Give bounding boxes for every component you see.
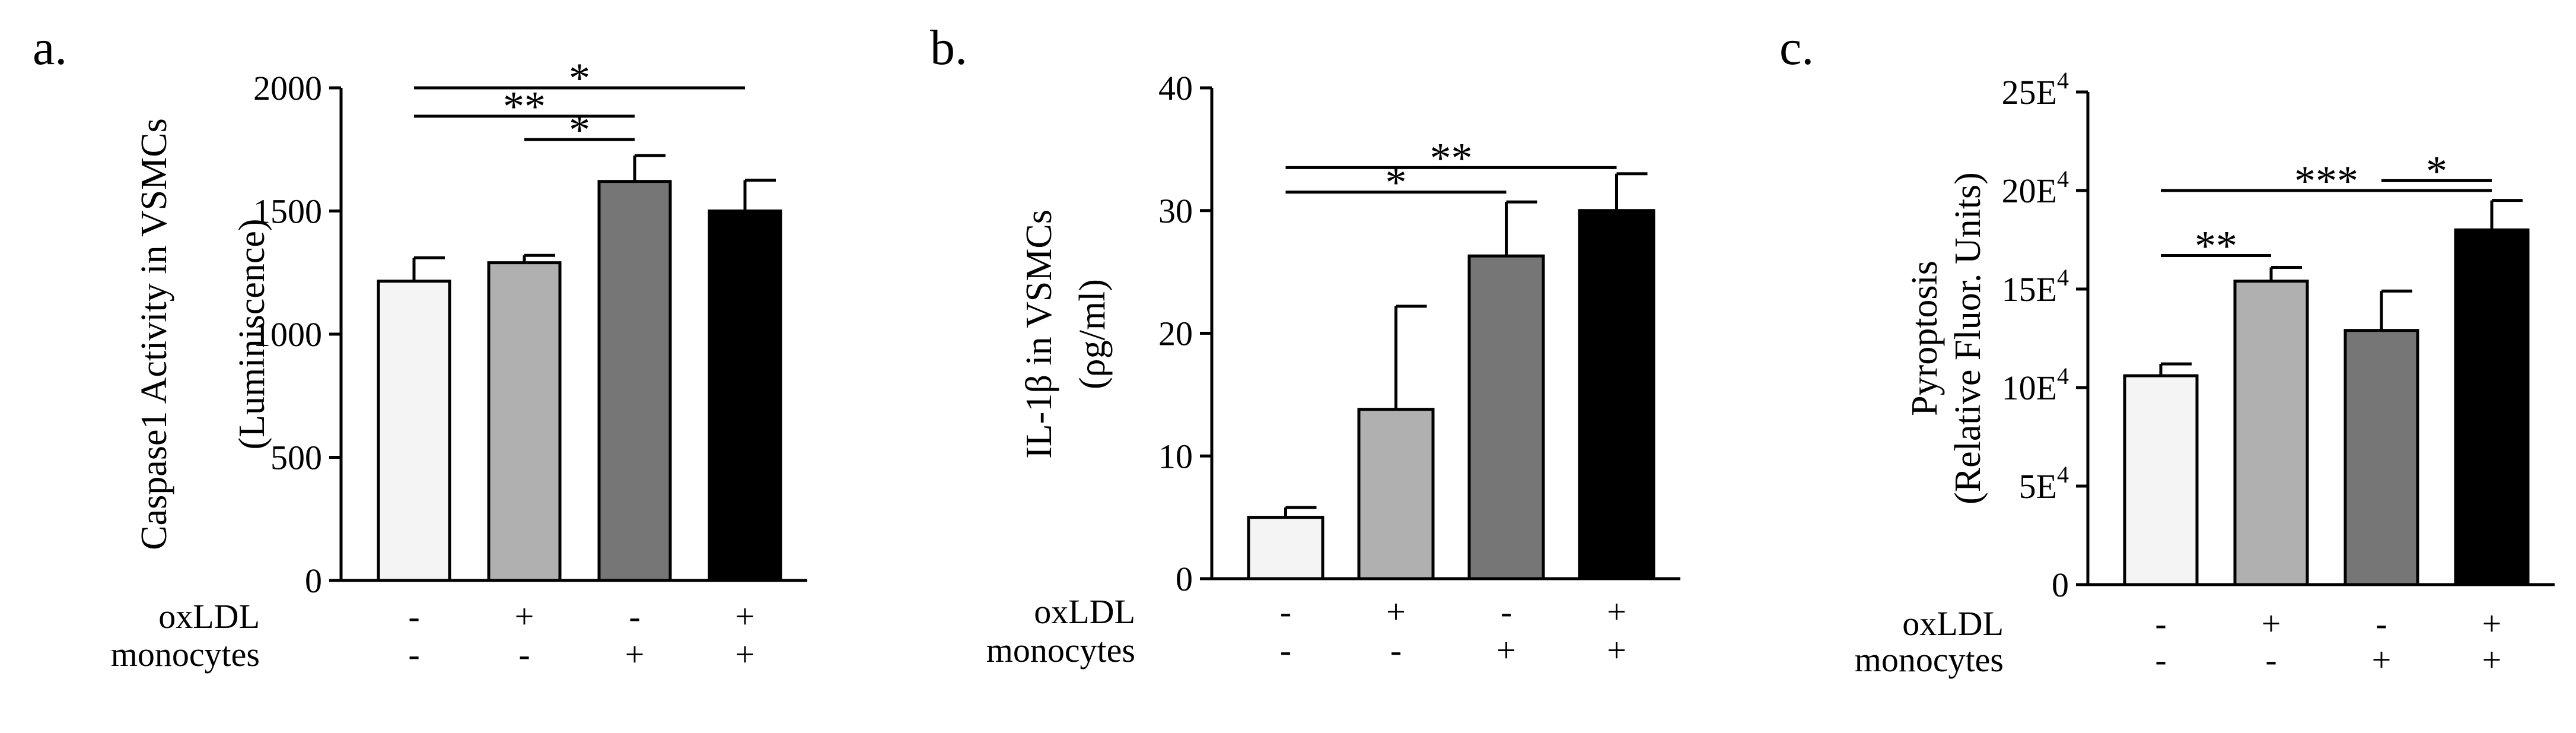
bar [487,261,562,582]
condition-mark: - [408,597,419,636]
condition-mark: + [625,635,645,674]
y-tick-label: 20E4 [2002,166,2069,210]
panel-letter: c. [1779,20,1814,75]
condition-label: oxLDL [1902,604,2004,643]
condition-label: monocytes [986,631,1135,669]
significance-label: ** [2195,223,2237,270]
significance-label: * [2426,147,2447,195]
condition-label: oxLDL [1034,592,1135,631]
condition-label: monocytes [111,635,260,674]
significance-label: * [1386,159,1407,207]
condition-mark: + [735,597,755,636]
panel-letter: b. [930,20,967,75]
y-tick-label: 500 [270,439,322,477]
condition-mark: + [1607,592,1626,631]
y-tick-label: 10 [1158,437,1193,475]
y-tick-label: 1000 [253,315,322,354]
condition-mark: + [1496,631,1516,669]
condition-mark: - [1280,631,1291,669]
bar [2454,228,2530,586]
y-tick-label: 20 [1158,315,1193,353]
condition-mark: + [515,597,534,636]
y-tick-label: 30 [1158,192,1193,230]
y-tick-label: 1500 [253,192,322,231]
y-axis-label: Caspase1 Activity in VSMCs [134,118,174,550]
bar [1357,408,1435,580]
y-tick-label: 40 [1158,69,1193,107]
condition-mark: + [735,635,755,674]
condition-mark: - [408,635,419,674]
y-axis-label: (Luminiscence) [232,218,272,449]
condition-mark: - [1280,592,1291,631]
y-tick-label: 10E4 [2002,363,2069,407]
y-tick-label: 0 [305,561,322,600]
bar [1578,209,1655,580]
significance-label: ** [1430,134,1473,182]
y-axis-label: Pyroptosis [1905,261,1945,416]
panel-c: c. 0 5E4 10E4 15E4 20E4 25E4 Pyroptosis (Relativ… [1779,20,2555,679]
y-tick-label: 5E4 [2019,461,2069,506]
condition-mark: - [2155,640,2166,679]
condition-mark: - [629,597,640,636]
condition-mark: + [2372,640,2392,679]
significance-label: * [569,106,590,154]
y-axis-label: IL-1β in VSMCs [1019,210,1059,459]
y-tick-label: 2000 [253,69,322,107]
y-axis-label: (ρg/ml) [1072,279,1113,389]
significance-label: * [569,55,590,102]
bar [2233,280,2309,586]
bar [377,280,451,582]
bar [2343,329,2419,586]
condition-mark: - [518,635,530,674]
bar [708,210,782,582]
condition-mark: + [1607,631,1626,669]
condition-mark: + [2482,604,2502,643]
significance-label: *** [2294,157,2358,205]
condition-mark: + [2262,604,2281,643]
y-axis-label: (Relative Fluor. Units) [1948,172,1988,504]
condition-mark: + [1386,592,1406,631]
y-tick-label: 0 [1176,560,1193,598]
condition-mark: - [1390,631,1402,669]
bar [2123,374,2199,586]
condition-mark: + [2482,640,2502,679]
panel-letter: a. [33,20,67,75]
condition-label: monocytes [1855,640,2004,679]
condition-label: oxLDL [158,597,260,636]
panel-a: a. 0 500 1000 1500 2000 Caspase1 Activity in V… [33,20,807,674]
y-tick-label: 15E4 [2002,264,2069,309]
y-tick-label: 25E4 [2002,67,2069,112]
bar [597,180,672,582]
condition-mark: - [1501,592,1512,631]
condition-mark: - [2265,640,2276,679]
condition-mark: - [2155,604,2166,643]
significance-label: ** [503,83,546,131]
condition-mark: - [2376,604,2387,643]
y-tick-label: 0 [2052,566,2069,604]
bar [1247,516,1324,580]
bar [1467,254,1545,580]
